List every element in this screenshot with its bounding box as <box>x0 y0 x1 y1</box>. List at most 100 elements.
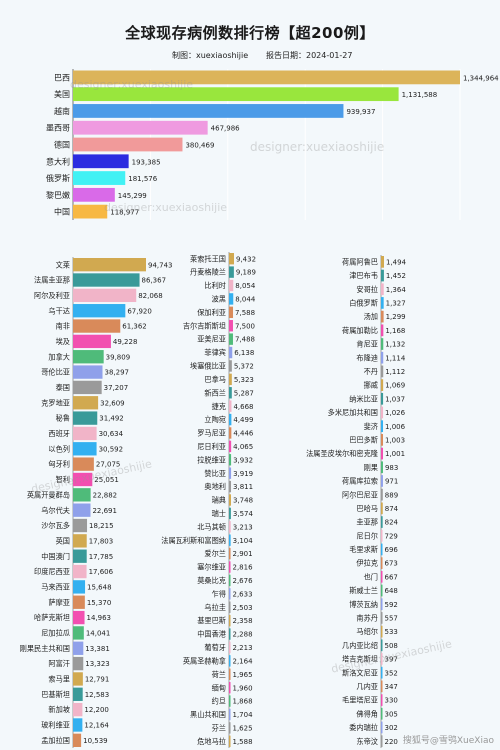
bar-11 <box>73 411 98 425</box>
category-label: 多米尼加共和国 <box>328 408 378 417</box>
value-label: 330 <box>385 697 398 705</box>
value-label: 4,446 <box>233 430 254 438</box>
category-label: 美国 <box>54 89 70 99</box>
bar-24 <box>381 570 383 583</box>
value-label: 7,488 <box>235 336 255 344</box>
value-label: 12,791 <box>85 676 110 684</box>
category-label: 毛里塔尼亚 <box>342 696 378 705</box>
value-label: 30,592 <box>99 445 124 453</box>
value-label: 220 <box>385 738 398 746</box>
bar-29 <box>229 628 231 640</box>
bar-7 <box>229 333 233 345</box>
category-label: 北马其顿 <box>197 522 226 531</box>
value-label: 4,668 <box>233 403 253 411</box>
category-label: 英属圣赫勒拿 <box>183 656 226 665</box>
category-label: 巴基斯坦 <box>41 690 70 699</box>
category-label: 俄罗斯 <box>46 173 70 183</box>
category-label: 佛得角 <box>356 709 378 718</box>
value-label: 983 <box>385 464 398 472</box>
bar-21 <box>229 521 231 533</box>
value-label: 17,785 <box>89 553 114 561</box>
value-label: 12,164 <box>84 722 109 730</box>
value-label: 18,215 <box>89 522 114 530</box>
bar-29 <box>381 639 383 652</box>
bar-15 <box>381 447 384 460</box>
category-label: 法属圭亚那 <box>34 276 70 285</box>
value-label: 508 <box>385 642 398 650</box>
bar-1 <box>381 256 384 268</box>
category-label: 瑞典 <box>212 496 226 505</box>
category-label: 捷克 <box>212 402 226 411</box>
value-label: 1,625 <box>233 724 253 732</box>
bar-25 <box>381 584 383 597</box>
category-label: 乌拉圭 <box>204 603 226 612</box>
category-label: 刚果民主共和国 <box>20 644 70 653</box>
value-label: 38,297 <box>105 369 130 377</box>
bar-17 <box>381 475 383 487</box>
category-label: 意大利 <box>46 156 70 166</box>
category-label: 乌干达 <box>48 306 70 315</box>
category-label: 肯尼亚 <box>356 340 378 349</box>
value-label: 3,213 <box>233 523 253 531</box>
bar-35 <box>381 721 383 734</box>
value-label: 94,743 <box>148 261 173 269</box>
bar-5 <box>73 319 121 333</box>
bar-30 <box>229 641 231 654</box>
category-label: 约旦 <box>212 697 226 706</box>
value-label: 1,494 <box>386 258 407 266</box>
category-label: 乍得 <box>212 589 226 598</box>
value-label: 2,358 <box>233 617 253 625</box>
category-label: 斯威士兰 <box>349 586 378 595</box>
category-label: 匈牙利 <box>48 460 70 469</box>
value-label: 14,041 <box>86 630 111 638</box>
value-label: 25,051 <box>94 476 119 484</box>
bar-21 <box>381 529 383 542</box>
value-label: 1,704 <box>233 711 254 719</box>
bar-8 <box>229 346 233 359</box>
value-label: 2,676 <box>233 577 254 585</box>
bar-19 <box>73 534 87 548</box>
bar-26 <box>381 598 383 611</box>
bar-18 <box>229 480 232 493</box>
bar-11 <box>229 387 232 399</box>
category-label: 纳米比亚 <box>349 394 378 403</box>
value-label: 380,469 <box>185 142 214 150</box>
value-label: 193,385 <box>132 158 161 166</box>
bar-28 <box>73 672 83 686</box>
value-label: 1,037 <box>385 395 405 403</box>
value-label: 22,882 <box>93 491 118 499</box>
category-label: 玻利维亚 <box>41 721 70 730</box>
category-label: 尼日尔 <box>356 531 378 540</box>
bar-14 <box>229 427 232 439</box>
value-label: 648 <box>385 587 398 595</box>
value-label: 1,327 <box>386 300 406 308</box>
top-bar-chart: 巴西 1,344,964 美国 1,131,588 越南 939,937 墨西哥 467,98… <box>46 69 499 220</box>
category-label: 斯洛文尼亚 <box>342 668 378 677</box>
bar-9 <box>73 204 108 219</box>
value-label: 2,901 <box>233 550 253 558</box>
bar-1 <box>73 258 146 272</box>
bar-26 <box>229 588 231 600</box>
bar-17 <box>229 467 232 479</box>
bar-32 <box>229 668 231 680</box>
bar-5 <box>381 310 384 323</box>
category-label: 黑山共和国 <box>190 710 226 719</box>
bar-5 <box>229 306 234 319</box>
value-label: 5,372 <box>234 363 254 371</box>
category-label: 罗马尼亚 <box>197 429 226 438</box>
category-label: 阿尔及利亚 <box>34 291 70 300</box>
value-label: 3,919 <box>233 470 253 478</box>
value-label: 13,323 <box>85 660 110 668</box>
category-label: 中国香港 <box>197 630 227 639</box>
category-label: 危地马拉 <box>197 737 226 746</box>
bar-14 <box>381 434 384 446</box>
value-label: 2,633 <box>233 590 253 598</box>
value-label: 8,054 <box>235 282 256 290</box>
bar-7 <box>381 338 384 350</box>
value-label: 61,362 <box>122 323 147 331</box>
value-label: 592 <box>385 601 398 609</box>
bar-20 <box>229 507 231 520</box>
column-3-chart: 荷属阿鲁巴 1,494 津巴布韦 1,452 安哥拉 1,364 白俄罗斯 1,327 汤加 1,… <box>306 255 407 748</box>
value-label: 1,069 <box>385 382 405 390</box>
